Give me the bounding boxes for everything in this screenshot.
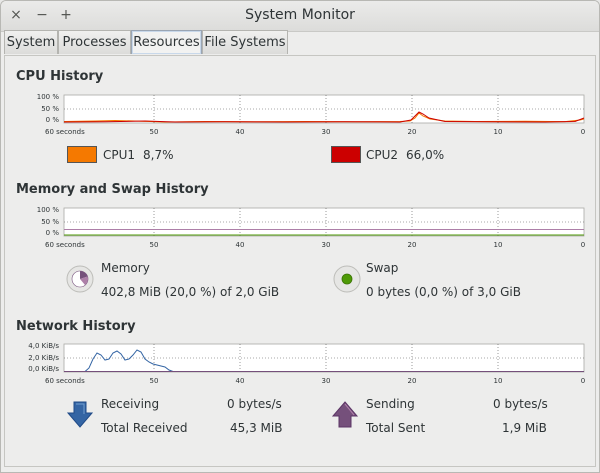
total-sent-label: Total Sent	[366, 421, 426, 435]
memory-graph-area	[63, 207, 585, 237]
cpu2-value: 66,0%	[406, 148, 445, 162]
memory-swap-history-title: Memory and Swap History	[16, 182, 209, 197]
memory-label: Memory	[101, 261, 150, 275]
cpu-x-tick: 60 seconds	[45, 128, 85, 136]
sending-value: 0 bytes/s	[493, 397, 548, 411]
cpu2-color-swatch[interactable]	[331, 146, 361, 163]
tab-processes[interactable]: Processes	[58, 30, 131, 54]
cpu-y-tick: 100 %	[37, 93, 60, 101]
memory-y-tick: 100 %	[37, 206, 60, 214]
tab-file-systems[interactable]: File Systems	[202, 30, 288, 54]
network-y-tick: 2,0 KiB/s	[28, 354, 59, 362]
cpu1-label: CPU1	[103, 148, 136, 162]
memory-x-tick: 30	[322, 241, 331, 249]
memory-value: 402,8 MiB (20,0 %) of 2,0 GiB	[101, 285, 280, 299]
total-sent-value: 1,9 MiB	[502, 421, 547, 435]
memory-y-tick: 50 %	[41, 218, 59, 226]
cpu-x-tick: 0	[581, 128, 585, 136]
cpu-y-tick: 0 %	[46, 116, 60, 124]
cpu1-value: 8,7%	[143, 148, 174, 162]
network-y-tick: 4,0 KiB/s	[28, 342, 59, 350]
maximize-button[interactable]: +	[60, 7, 72, 23]
cpu-history-title: CPU History	[16, 69, 104, 84]
cpu-x-tick: 10	[494, 128, 503, 136]
network-graph-area	[63, 343, 585, 373]
memory-x-tick: 60 seconds	[45, 241, 85, 249]
minimize-button[interactable]: −	[36, 7, 48, 23]
cpu-graph: 100 % 50 % 0 % 60 seconds 50 40 30 20 10…	[37, 93, 585, 136]
cpu2-label: CPU2	[366, 148, 399, 162]
sending-label: Sending	[366, 397, 415, 411]
memory-x-tick: 40	[236, 241, 245, 249]
tab-system[interactable]: System	[4, 30, 58, 54]
memory-graph: 100 % 50 % 0 % 60 seconds 50 40 30 20 10…	[37, 206, 585, 249]
swap-value: 0 bytes (0,0 %) of 3,0 GiB	[366, 285, 521, 299]
network-graph: 4,0 KiB/s 2,0 KiB/s 0,0 KiB/s 60 seconds…	[28, 342, 585, 385]
network-x-tick: 10	[494, 377, 503, 385]
network-x-tick: 30	[322, 377, 331, 385]
swap-pie-icon[interactable]	[333, 265, 361, 293]
cpu2-history-line	[63, 111, 585, 123]
window-title: System Monitor	[245, 7, 355, 23]
total-received-label: Total Received	[101, 421, 188, 435]
resources-panel: CPU History Memory and Swap History Netw…	[4, 55, 596, 467]
titlebar: × − + System Monitor	[1, 1, 599, 32]
memory-x-tick: 50	[150, 241, 159, 249]
memory-x-tick: 0	[581, 241, 585, 249]
close-button[interactable]: ×	[10, 7, 22, 23]
cpu-x-tick: 20	[408, 128, 417, 136]
memory-pie-icon[interactable]	[66, 265, 94, 293]
swap-label: Swap	[366, 261, 399, 275]
network-x-tick: 20	[408, 377, 417, 385]
total-received-value: 45,3 MiB	[230, 421, 283, 435]
receiving-value: 0 bytes/s	[227, 397, 282, 411]
arrow-up-icon[interactable]	[331, 400, 359, 430]
memory-x-tick: 20	[408, 241, 417, 249]
network-x-tick: 0	[581, 377, 585, 385]
arrow-down-icon[interactable]	[66, 400, 94, 430]
cpu-graph-area	[63, 94, 585, 124]
history-graphs: 100 % 50 % 0 % 60 seconds 50 40 30 20 10…	[28, 93, 585, 385]
cpu-x-tick: 50	[150, 128, 159, 136]
memory-x-tick: 10	[494, 241, 503, 249]
cpu-y-tick: 50 %	[41, 105, 59, 113]
network-history-title: Network History	[16, 319, 136, 334]
tab-resources[interactable]: Resources	[131, 30, 202, 54]
network-y-tick: 0,0 KiB/s	[28, 365, 59, 373]
network-x-tick: 50	[150, 377, 159, 385]
cpu1-color-swatch[interactable]	[67, 146, 97, 163]
network-x-tick: 60 seconds	[45, 377, 85, 385]
cpu-x-tick: 30	[322, 128, 331, 136]
network-x-tick: 40	[236, 377, 245, 385]
receiving-history-line	[84, 349, 174, 372]
cpu-x-tick: 40	[236, 128, 245, 136]
receiving-label: Receiving	[101, 397, 160, 411]
memory-y-tick: 0 %	[46, 229, 60, 237]
